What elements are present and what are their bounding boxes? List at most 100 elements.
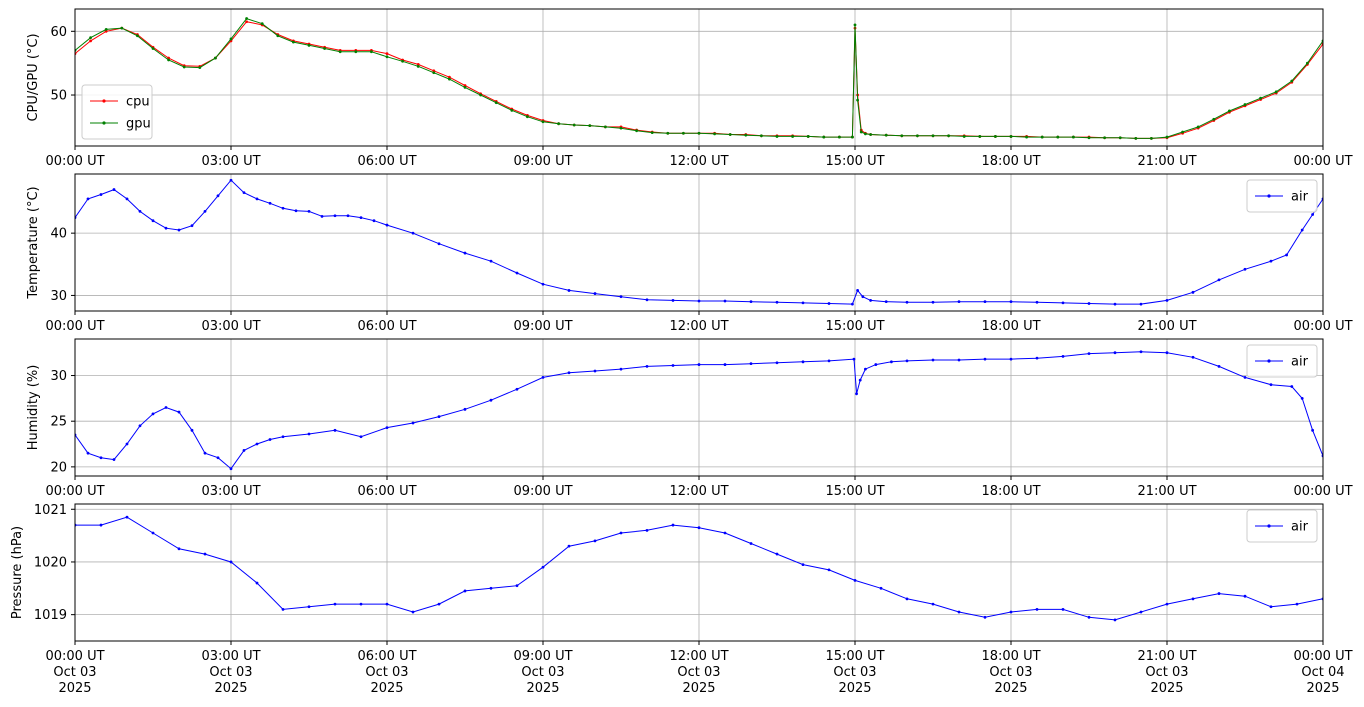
data-point-gpu: [572, 123, 576, 127]
data-point-air: [1300, 396, 1304, 400]
data-point-air: [281, 607, 285, 611]
x-tick-label: 18:00 UT Oct 03 2025: [981, 649, 1040, 696]
data-point-air: [294, 209, 298, 213]
x-tick-label: 06:00 UT: [357, 154, 416, 169]
data-point-air: [858, 378, 862, 382]
data-point-air: [1217, 278, 1221, 282]
data-point-air: [619, 367, 623, 371]
x-tick-label: 12:00 UT: [669, 484, 728, 499]
x-tick-label: 12:00 UT: [669, 154, 728, 169]
data-point-air: [827, 568, 831, 572]
data-point-air: [671, 523, 675, 527]
data-point-air: [268, 438, 272, 441]
data-point-air: [905, 359, 909, 363]
data-point-air: [359, 216, 363, 219]
data-point-air: [268, 201, 272, 205]
data-point-air: [151, 531, 155, 535]
data-point-air: [255, 197, 259, 201]
series-air: [75, 178, 1323, 306]
y-axis-label: CPU/GPU (°C): [26, 33, 41, 121]
data-point-air: [1113, 618, 1117, 622]
data-point-gpu: [1228, 109, 1231, 113]
data-point-air: [359, 435, 363, 439]
data-point-air: [190, 224, 194, 228]
data-point-air: [255, 442, 259, 446]
legend-marker-air: [1267, 194, 1271, 198]
data-point-air: [1009, 300, 1013, 304]
x-tick-label: 03:00 UT: [201, 484, 260, 499]
data-point-air: [879, 586, 883, 590]
data-point-air: [1035, 300, 1039, 304]
y-tick-label: 30: [50, 289, 67, 304]
data-point-air: [1087, 302, 1091, 305]
data-point-air: [619, 531, 623, 535]
data-point-air: [567, 289, 571, 292]
data-point-air: [869, 299, 872, 302]
data-point-air: [801, 360, 805, 364]
data-point-gpu: [1040, 135, 1044, 139]
data-point-gpu: [962, 135, 966, 138]
data-point-air: [1269, 259, 1273, 263]
data-point-air: [151, 412, 155, 416]
data-point-air: [697, 299, 701, 303]
data-point-air: [1061, 354, 1065, 358]
data-point-air: [489, 398, 493, 402]
legend: air: [1246, 509, 1318, 543]
data-point-air: [1061, 301, 1065, 305]
data-point-gpu: [292, 40, 295, 44]
y-tick-label: 1021: [34, 503, 67, 518]
x-tick-label: 00:00 UT: [1293, 319, 1352, 334]
y-tick-label: 40: [50, 227, 67, 242]
data-point-air: [164, 406, 168, 409]
data-point-gpu: [385, 55, 389, 59]
x-tick-label: 00:00 UT Oct 04 2025: [1293, 649, 1352, 696]
data-point-air: [671, 364, 675, 367]
data-point-gpu: [1025, 135, 1028, 139]
legend-marker-air: [1267, 359, 1271, 363]
data-point-air: [333, 602, 337, 606]
data-point-air: [515, 584, 519, 588]
y-axis-label: Temperature (°C): [26, 186, 41, 299]
data-point-air: [851, 302, 854, 306]
data-point-gpu: [214, 56, 217, 60]
legend-label-cpu: cpu: [126, 95, 150, 110]
series-gpu: [75, 17, 1323, 140]
data-point-gpu: [1306, 61, 1309, 65]
data-point-air: [827, 359, 831, 363]
data-point-gpu: [1181, 130, 1184, 134]
data-point-air: [229, 178, 233, 182]
data-point-air: [1139, 350, 1143, 354]
data-point-air: [567, 371, 571, 375]
data-point-air: [385, 602, 389, 606]
data-point-gpu: [650, 131, 654, 135]
data-point-air: [138, 424, 142, 428]
data-point-gpu: [541, 120, 545, 124]
data-point-air: [437, 242, 441, 246]
x-tick-label: 06:00 UT: [357, 319, 416, 334]
data-point-air: [242, 449, 246, 452]
y-axis-label: Humidity (%): [26, 365, 41, 451]
data-point-cpu: [385, 52, 389, 56]
data-point-air: [697, 363, 701, 366]
data-point-air: [1191, 597, 1195, 601]
data-point-gpu: [806, 135, 810, 138]
data-point-air: [1290, 385, 1294, 388]
x-tick-label: 00:00 UT: [45, 319, 104, 334]
data-point-gpu: [859, 130, 863, 134]
data-point-air: [229, 560, 233, 564]
data-point-air: [1139, 610, 1143, 614]
data-point-air: [983, 300, 987, 304]
x-tick-label: 00:00 UT: [45, 154, 104, 169]
data-point-air: [411, 231, 415, 235]
data-point-air: [125, 442, 129, 446]
data-point-air: [138, 209, 142, 213]
panel-4: 00:00 UT Oct 03 2025 03:00 UT Oct 03 2025 06:0…: [10, 503, 1353, 696]
data-point-air: [307, 209, 311, 213]
x-tick-label: 03:00 UT: [201, 319, 260, 334]
data-point-gpu: [869, 133, 872, 136]
data-point-gpu: [994, 135, 997, 138]
data-point-air: [190, 428, 194, 432]
data-point-air: [775, 300, 779, 304]
data-point-air: [411, 610, 415, 614]
data-point-air: [541, 565, 545, 569]
